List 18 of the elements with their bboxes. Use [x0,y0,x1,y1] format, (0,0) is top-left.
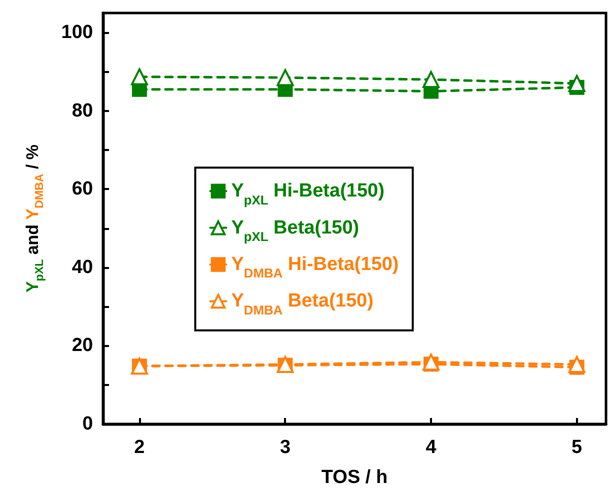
y-tick-label: 0 [82,414,93,434]
y-tick-label: 80 [72,100,93,122]
y-tick-label: 60 [72,178,93,200]
point [130,68,148,86]
y-tick-label: 40 [72,256,93,278]
point [276,69,294,86]
y-tick-label: 20 [72,335,93,356]
x-tick-label: 5 [572,437,583,458]
x-tick-label: 4 [426,437,437,458]
point [568,356,586,374]
point [568,74,586,92]
point [422,71,440,88]
point [422,354,440,371]
y-axis-title: YpXL and YDMBA / % [23,144,46,293]
x-axis-title: TOS / h [321,467,388,488]
x-tick-label: 2 [134,437,145,458]
y-tick-label: 100 [61,22,93,44]
x-tick-label: 3 [280,437,291,458]
